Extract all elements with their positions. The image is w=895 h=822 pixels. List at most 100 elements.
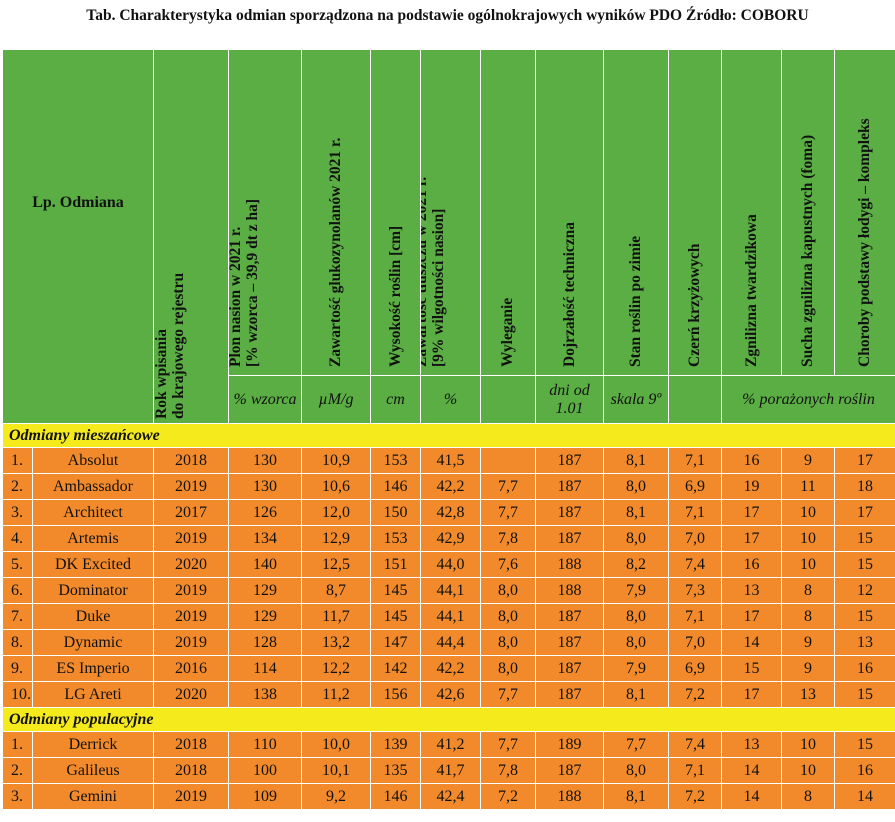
- cell-wys: 146: [370, 783, 421, 810]
- section-row: Odmiany populacyjne: [2, 707, 895, 732]
- cell-sucha: 13: [781, 681, 835, 708]
- cell-lp: 7.: [2, 603, 33, 630]
- cell-tl: 41,2: [420, 731, 481, 758]
- cell-chor: 15: [834, 525, 895, 552]
- section-label: Odmiany populacyjne: [2, 707, 895, 732]
- cell-tl: 42,6: [420, 681, 481, 708]
- unit-plon: % wzorca: [228, 375, 302, 424]
- cell-plon: 110: [228, 731, 302, 758]
- cell-tl: 44,4: [420, 629, 481, 656]
- cell-stan: 8,1: [603, 681, 669, 708]
- cell-czern: 6,9: [668, 473, 722, 500]
- cell-wys: 146: [370, 473, 421, 500]
- section-row: Odmiany mieszańcowe: [2, 423, 895, 448]
- cell-plon: 130: [228, 473, 302, 500]
- cell-chor: 15: [834, 681, 895, 708]
- cell-zgn: 19: [721, 473, 782, 500]
- cell-wyl: [480, 447, 536, 474]
- cell-wyl: 7,7: [480, 731, 536, 758]
- cell-variety-name: Artemis: [32, 525, 154, 552]
- cell-wys: 153: [370, 447, 421, 474]
- cell-tl: 44,1: [420, 603, 481, 630]
- cell-wyl: 7,8: [480, 757, 536, 784]
- cell-wyl: 8,0: [480, 655, 536, 682]
- cell-lp: 6.: [2, 577, 33, 604]
- cell-doj: 187: [535, 473, 604, 500]
- unit-wyleganie: [480, 375, 536, 424]
- cell-chor: 16: [834, 655, 895, 682]
- cell-doj: 188: [535, 551, 604, 578]
- cell-variety-name: Absolut: [32, 447, 154, 474]
- cell-sucha: 10: [781, 499, 835, 526]
- table-body: Odmiany mieszańcowe 1. Absolut 2018 130 10,9 1…: [2, 423, 895, 810]
- section-label: Odmiany mieszańcowe: [2, 423, 895, 448]
- cell-zgn: 14: [721, 757, 782, 784]
- unit-gluko: µM/g: [301, 375, 371, 424]
- cell-rok: 2018: [153, 447, 229, 474]
- cell-tl: 44,0: [420, 551, 481, 578]
- cell-plon: 100: [228, 757, 302, 784]
- cell-lp: 1.: [2, 447, 33, 474]
- cell-plon: 134: [228, 525, 302, 552]
- cell-gluko: 12,5: [301, 551, 371, 578]
- cell-tl: 42,2: [420, 655, 481, 682]
- cell-doj: 188: [535, 577, 604, 604]
- cell-doj: 187: [535, 447, 604, 474]
- table-row: 3. Architect 2017 126 12,0 150 42,8 7,7 187 8,1 7,…: [2, 499, 895, 526]
- cell-stan: 8,0: [603, 525, 669, 552]
- cell-plon: 129: [228, 577, 302, 604]
- cell-rok: 2016: [153, 655, 229, 682]
- cell-stan: 8,0: [603, 473, 669, 500]
- variety-table: Lp. Odmiana Rok wpisania do krajowego rej…: [2, 49, 895, 810]
- cell-lp: 2.: [2, 473, 33, 500]
- cell-sucha: 8: [781, 603, 835, 630]
- cell-variety-name: Duke: [32, 603, 154, 630]
- cell-chor: 15: [834, 731, 895, 758]
- cell-doj: 187: [535, 603, 604, 630]
- cell-gluko: 12,2: [301, 655, 371, 682]
- table-row: 5. DK Excited 2020 140 12,5 151 44,0 7,6 188 8,2 7…: [2, 551, 895, 578]
- unit-wysokosc: cm: [370, 375, 421, 424]
- cell-wyl: 8,0: [480, 629, 536, 656]
- cell-czern: 7,1: [668, 757, 722, 784]
- cell-zgn: 15: [721, 655, 782, 682]
- cell-rok: 2018: [153, 731, 229, 758]
- cell-chor: 15: [834, 603, 895, 630]
- cell-sucha: 8: [781, 783, 835, 810]
- cell-rok: 2020: [153, 681, 229, 708]
- cell-rok: 2020: [153, 551, 229, 578]
- header-zgnilizna: Zgnilizna twardzikowa: [721, 49, 782, 376]
- cell-rok: 2019: [153, 473, 229, 500]
- header-plon: Plon nasion w 2021 r. [% wzorca – 39,9 dt…: [228, 49, 302, 376]
- cell-sucha: 10: [781, 731, 835, 758]
- cell-chor: 12: [834, 577, 895, 604]
- header-wysokosc: Wysokość roślin [cm]: [370, 49, 421, 376]
- cell-wys: 150: [370, 499, 421, 526]
- table-row: 8. Dynamic 2019 128 13,2 147 44,4 8,0 187 8,0 7,0 1…: [2, 629, 895, 656]
- cell-lp: 2.: [2, 757, 33, 784]
- cell-chor: 18: [834, 473, 895, 500]
- cell-stan: 8,1: [603, 447, 669, 474]
- cell-wys: 135: [370, 757, 421, 784]
- header-gluko: Zawartość glukozynolanów 2021 r.: [301, 49, 371, 376]
- units-row: % wzorca µM/g cm % dni od 1.01 skala 9º …: [3, 375, 895, 424]
- table-row: 7. Duke 2019 129 11,7 145 44,1 8,0 187 8,0 7,1 17 8 1…: [2, 603, 895, 630]
- cell-chor: 15: [834, 551, 895, 578]
- cell-doj: 187: [535, 525, 604, 552]
- unit-porazone: % porażonych roślin: [721, 375, 895, 424]
- cell-rok: 2019: [153, 525, 229, 552]
- cell-tl: 44,1: [420, 577, 481, 604]
- cell-sucha: 10: [781, 757, 835, 784]
- cell-plon: 128: [228, 629, 302, 656]
- cell-stan: 7,7: [603, 731, 669, 758]
- cell-variety-name: Dynamic: [32, 629, 154, 656]
- cell-chor: 14: [834, 783, 895, 810]
- cell-wyl: 7,8: [480, 525, 536, 552]
- cell-zgn: 17: [721, 603, 782, 630]
- unit-stan: skala 9º: [603, 375, 669, 424]
- table-title: Tab. Charakterystyka odmian sporządzona …: [86, 7, 809, 24]
- header-row: Lp. Odmiana Rok wpisania do krajowego rej…: [2, 49, 895, 424]
- cell-sucha: 10: [781, 525, 835, 552]
- cell-czern: 7,4: [668, 551, 722, 578]
- cell-sucha: 9: [781, 447, 835, 474]
